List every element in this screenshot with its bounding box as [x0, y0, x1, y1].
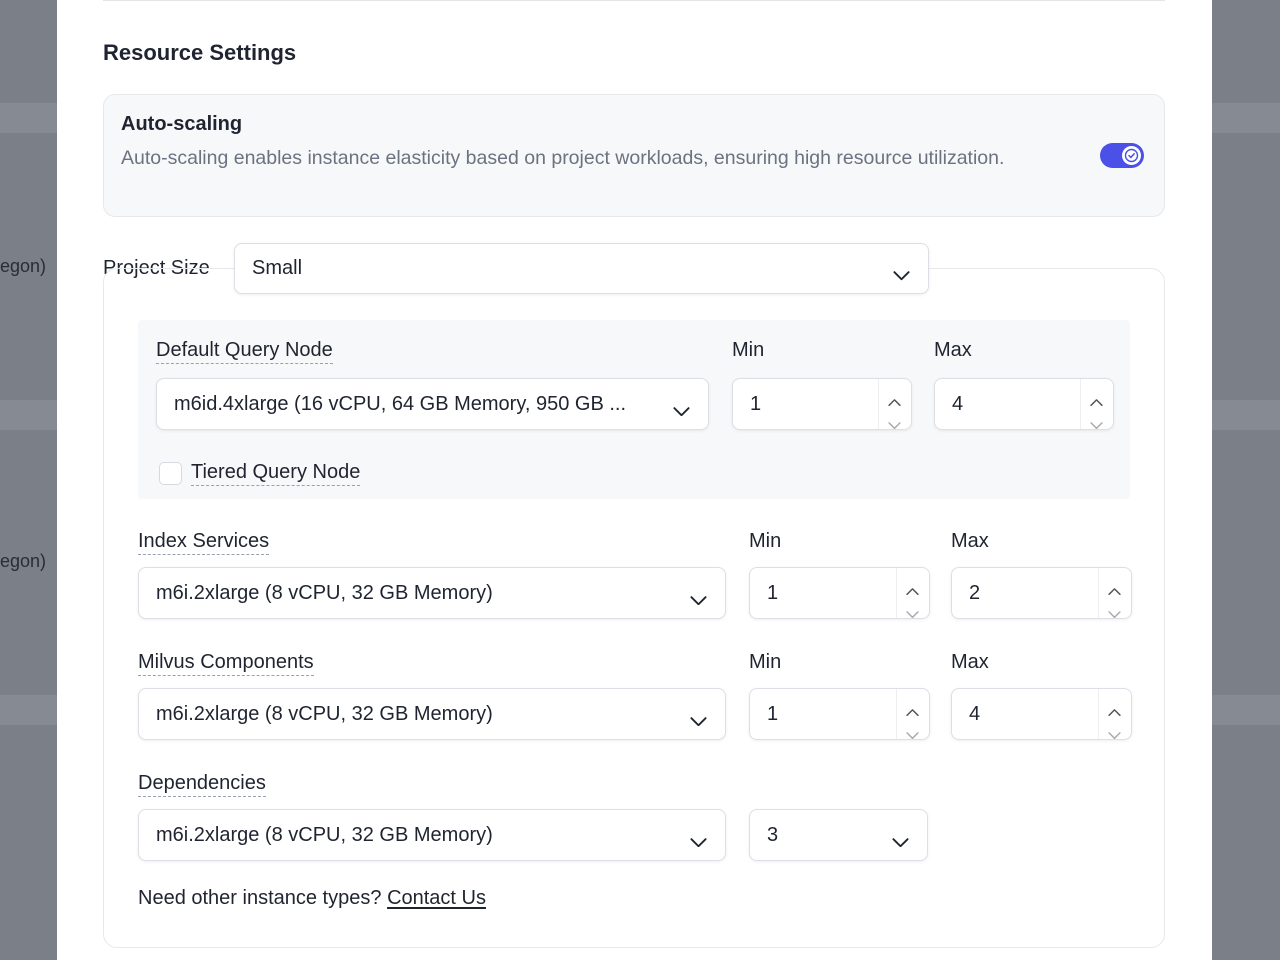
select-value: m6i.2xlarge (8 vCPU, 32 GB Memory)	[156, 702, 493, 725]
chevron	[1108, 708, 1121, 716]
number-input[interactable]: 2	[951, 567, 1132, 619]
select[interactable]: m6i.2xlarge (8 vCPU, 32 GB Memory)	[138, 688, 726, 740]
input-value: 2	[969, 581, 981, 604]
footer-text: Need other instance types?	[138, 887, 382, 909]
chevron	[690, 716, 707, 726]
select-value: m6i.2xlarge (8 vCPU, 32 GB Memory)	[156, 581, 493, 604]
chevron	[1108, 731, 1121, 739]
spinner[interactable]	[1098, 568, 1131, 618]
select[interactable]: m6i.2xlarge (8 vCPU, 32 GB Memory)	[138, 809, 726, 861]
chevron	[906, 731, 919, 739]
chevron	[892, 837, 909, 847]
select[interactable]: Small	[234, 243, 929, 294]
select-arrow	[892, 830, 909, 853]
field-label: Max	[934, 339, 972, 361]
field-label: Min	[732, 339, 765, 361]
select-value: Small	[252, 257, 303, 279]
chevron	[906, 587, 919, 595]
chevron	[673, 406, 690, 416]
footer: Need other instance types? Contact Us	[138, 887, 486, 910]
select-value: m6i.2xlarge (8 vCPU, 32 GB Memory)	[156, 823, 493, 846]
background-text: egon)	[0, 551, 47, 571]
card-title: Auto-scaling	[121, 113, 243, 135]
toggle-knob	[1122, 146, 1141, 165]
input-value: 4	[969, 702, 981, 725]
background-text: egon)	[0, 256, 47, 276]
field-label: Max	[951, 530, 989, 552]
section-title: Resource Settings	[103, 40, 297, 65]
chevron	[888, 421, 901, 429]
select-arrow	[690, 588, 707, 611]
select[interactable]: m6id.4xlarge (16 vCPU, 64 GB Memory, 950…	[156, 378, 709, 430]
input-value: 1	[750, 392, 762, 415]
checkbox[interactable]	[159, 462, 182, 485]
select[interactable]: 3	[749, 809, 928, 861]
input-value: 4	[952, 392, 964, 415]
chevron	[893, 271, 910, 281]
select-value: m6id.4xlarge (16 vCPU, 64 GB Memory, 950…	[174, 392, 627, 415]
spinner[interactable]	[896, 689, 929, 739]
spinner[interactable]	[1098, 689, 1131, 739]
number-input[interactable]: 1	[749, 688, 930, 740]
input-value: 1	[767, 702, 779, 725]
check-icon	[1124, 148, 1139, 163]
number-input[interactable]: 4	[951, 688, 1132, 740]
chevron	[906, 610, 919, 618]
toggle[interactable]	[1100, 143, 1144, 168]
chevron	[1090, 421, 1103, 429]
input-value: 1	[767, 581, 779, 604]
select[interactable]: m6i.2xlarge (8 vCPU, 32 GB Memory)	[138, 567, 726, 619]
divider	[103, 0, 1165, 1]
field-label: Min	[749, 530, 782, 552]
checkbox-label: Tiered Query Node	[191, 461, 361, 486]
select-arrow	[690, 830, 707, 853]
number-input[interactable]: 1	[732, 378, 912, 430]
chevron	[690, 595, 707, 605]
chevron	[1108, 610, 1121, 618]
field-label: Max	[951, 651, 989, 673]
spinner[interactable]	[896, 568, 929, 618]
number-input[interactable]: 4	[934, 378, 1114, 430]
field-label: Milvus Components	[138, 651, 314, 676]
number-input[interactable]: 1	[749, 567, 930, 619]
link[interactable]: Contact Us	[387, 887, 486, 909]
select-arrow	[673, 399, 690, 422]
chevron	[1108, 587, 1121, 595]
field-label: Dependencies	[138, 772, 266, 797]
field-label: Index Services	[138, 530, 270, 555]
chevron	[690, 837, 707, 847]
chevron	[1090, 398, 1103, 406]
select-arrow	[690, 709, 707, 732]
chevron	[888, 398, 901, 406]
spinner[interactable]	[878, 379, 911, 429]
select-arrow	[893, 264, 910, 287]
spinner[interactable]	[1080, 379, 1113, 429]
select-value: 3	[767, 823, 779, 846]
field-label: Min	[749, 651, 782, 673]
chevron	[906, 708, 919, 716]
field-label: Default Query Node	[156, 339, 333, 364]
card-description: Auto-scaling enables instance elasticity…	[121, 147, 1005, 169]
auto-scaling-card	[103, 94, 1165, 217]
